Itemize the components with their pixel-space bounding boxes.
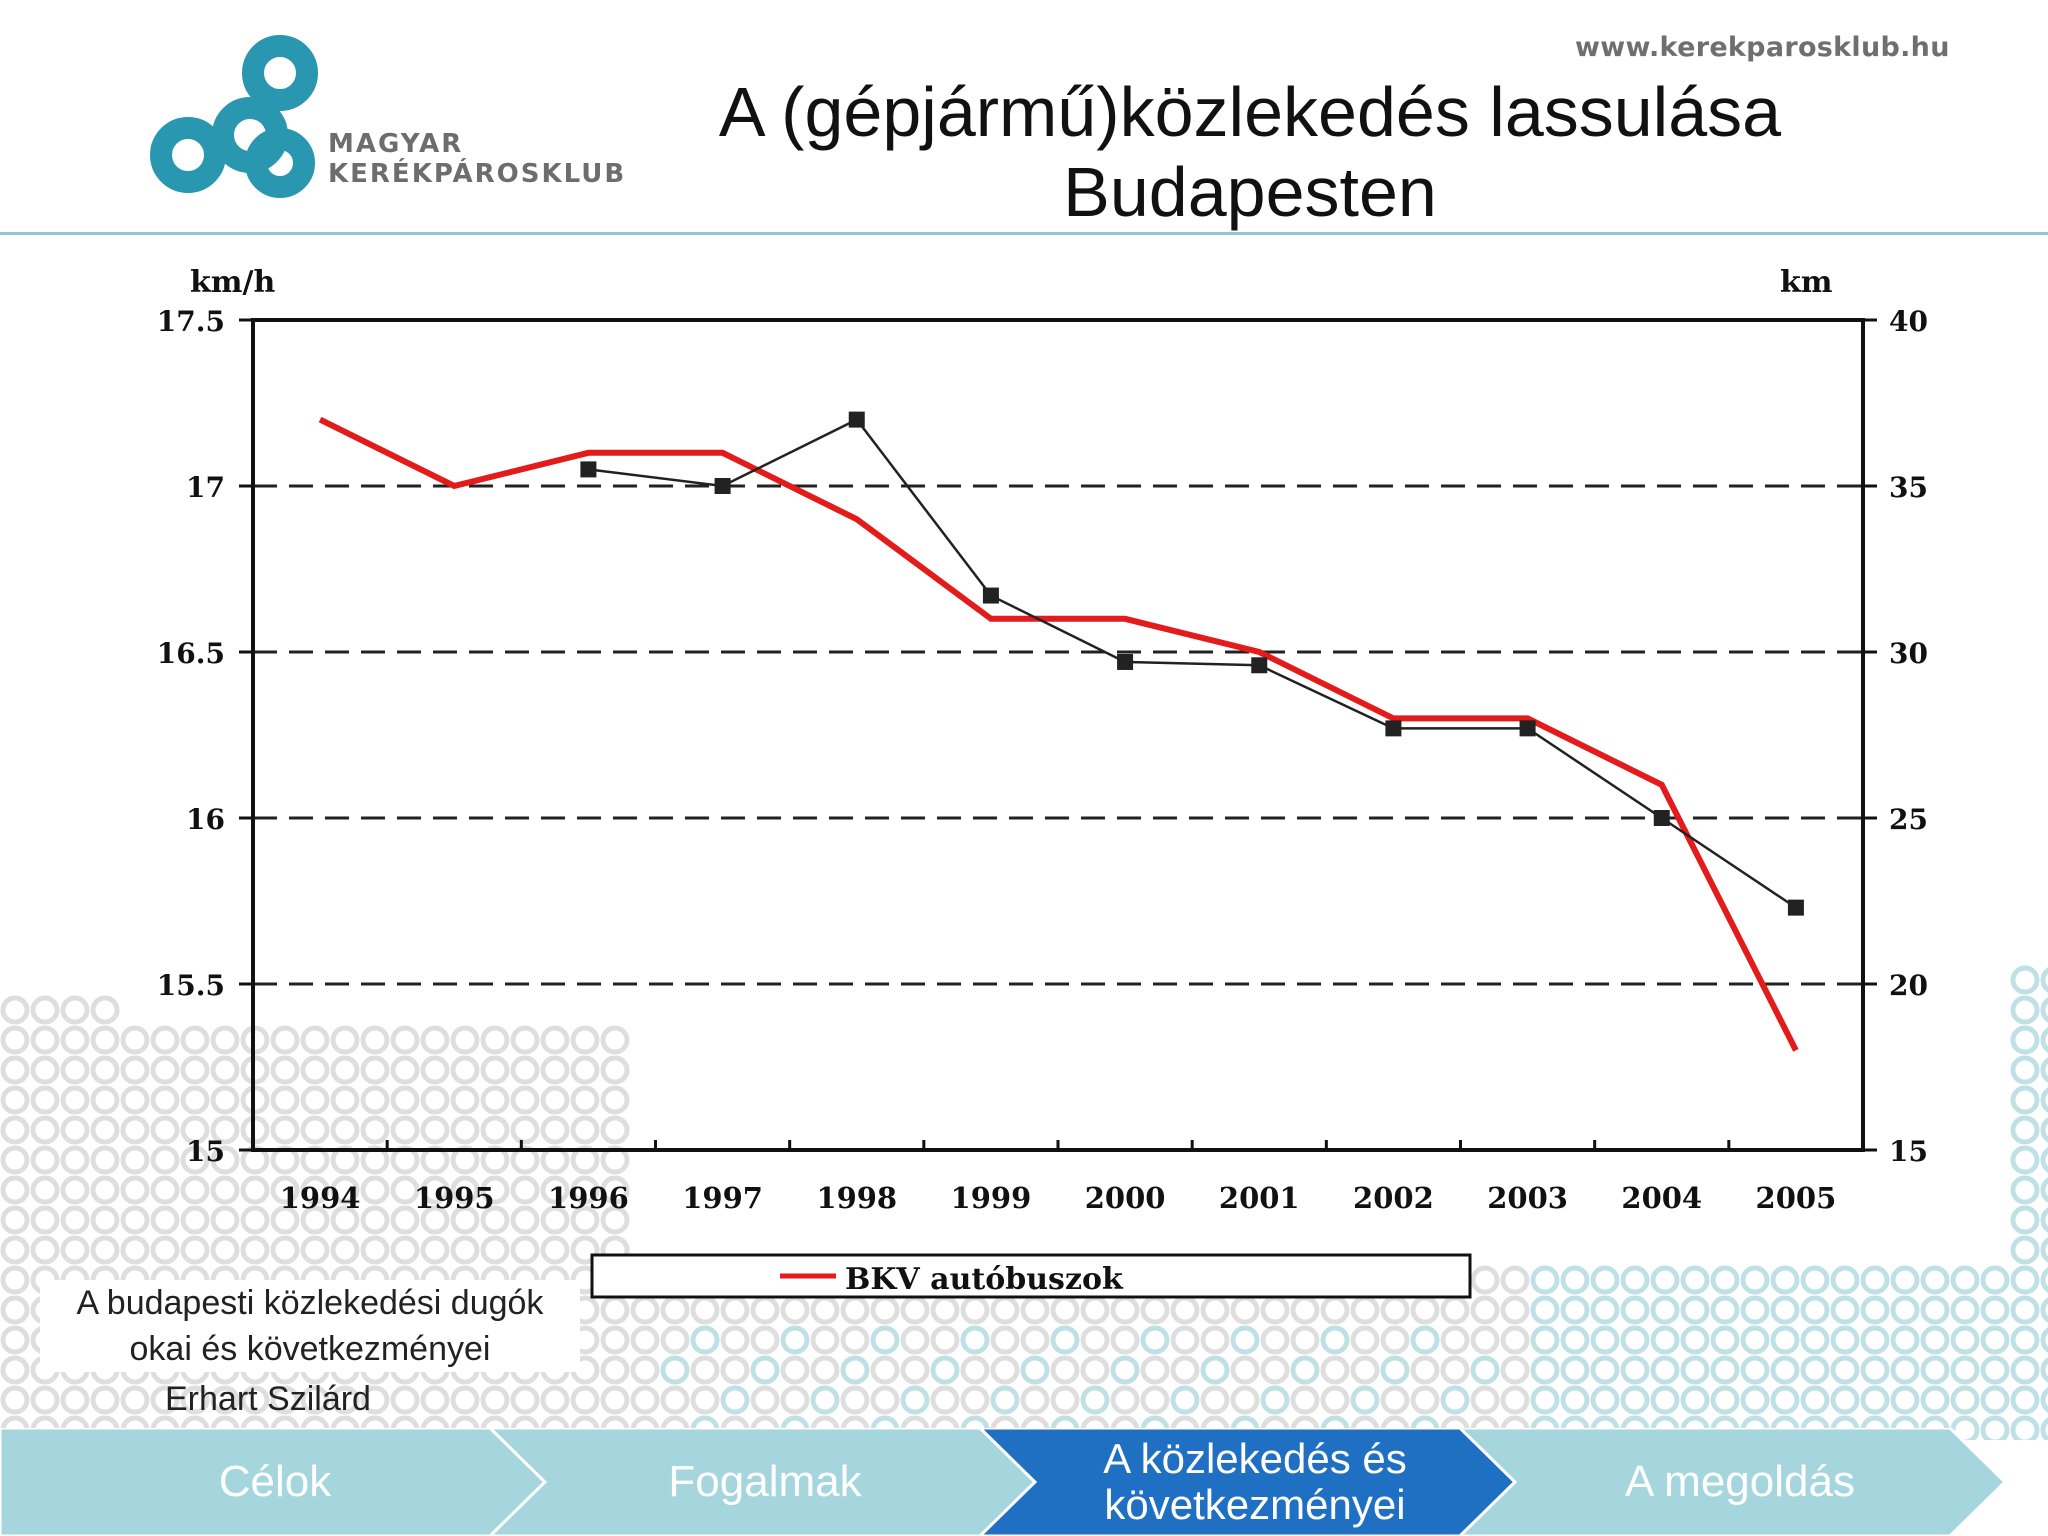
x-tick-label: 1998 (816, 1181, 897, 1215)
x-tick-label: 1997 (682, 1181, 763, 1215)
nav-item-kozlekedes[interactable]: A közlekedés és következményei (1103, 1435, 1407, 1528)
author-name: Erhart Szilárd (165, 1380, 371, 1418)
right-tick-label: 20 (1889, 969, 1928, 1002)
chart-tick-labels: 15 15.5 16 16.5 17 17.5 15 20 25 30 35 40 1994 1995 19… (157, 305, 1928, 1215)
right-tick-label: 40 (1889, 305, 1928, 338)
x-tick-label: 2001 (1219, 1181, 1300, 1215)
series-point-black (1519, 720, 1536, 737)
series-line-black (588, 418, 1797, 909)
left-tick-label: 15.5 (157, 969, 225, 1002)
source-caption: A budapesti közlekedési dugók okai és kö… (40, 1280, 580, 1372)
x-tick-label: 2005 (1756, 1181, 1837, 1215)
right-tick-label: 25 (1889, 803, 1928, 836)
x-tick-label: 2000 (1085, 1181, 1166, 1215)
nav-chevron-kozlekedes[interactable] (977, 1428, 1518, 1536)
series-point-black (982, 587, 999, 604)
x-tick-label: 1996 (548, 1181, 629, 1215)
page-title: A (gépjármű)közlekedés lassulása Budapes… (718, 73, 1782, 231)
right-tick-label: 30 (1889, 637, 1928, 670)
chart-series (318, 411, 1804, 1052)
left-axis-unit-label: km/h (190, 265, 275, 300)
logo-line1: MAGYAR (328, 129, 463, 159)
website-url: www.kerekparosklub.hu (1575, 32, 1950, 63)
x-tick-label: 2003 (1487, 1181, 1568, 1215)
logo: MAGYAR KERÉKPÁROSKLUB (150, 35, 626, 198)
x-tick-label: 1995 (414, 1181, 495, 1215)
nav-item-celok[interactable]: Célok (218, 1457, 332, 1506)
source-line-2: okai és következményei (129, 1330, 491, 1368)
series-point-black (1653, 810, 1670, 826)
series-point-black (1787, 899, 1804, 916)
chart-gridlines (253, 484, 1863, 986)
series-point-black (1117, 653, 1134, 670)
left-tick-label: 16.5 (157, 637, 225, 670)
chart-legend: BKV autóbuszok (590, 1253, 1472, 1299)
three-rings-logo-icon (150, 35, 318, 198)
x-tick-label: 1999 (951, 1181, 1032, 1215)
chart-plot-frame (251, 318, 1865, 1152)
nav-item-megoldas[interactable]: A megoldás (1625, 1457, 1855, 1506)
legend-entry-bkv: BKV autóbuszok (845, 1262, 1124, 1297)
nav-item-fogalmak[interactable]: Fogalmak (668, 1457, 862, 1506)
nav-chevron-megoldas[interactable] (1457, 1428, 2008, 1536)
series-line-bkv (318, 416, 1799, 1052)
section-navigation (0, 1428, 2008, 1536)
series-point-black (714, 478, 731, 494)
right-axis-unit-label: km (1780, 265, 1833, 300)
x-tick-label: 2004 (1621, 1181, 1702, 1215)
right-tick-label: 35 (1889, 471, 1928, 504)
series-point-black (848, 411, 865, 428)
series-point-black (1385, 720, 1402, 737)
logo-line2: KERÉKPÁROSKLUB (328, 157, 626, 189)
series-point-black (580, 461, 597, 478)
header-divider (0, 232, 2048, 235)
nav-chevron-fogalmak[interactable] (487, 1428, 1038, 1536)
left-tick-label: 15 (186, 1135, 225, 1168)
left-tick-label: 17.5 (157, 305, 225, 338)
series-point-black (1251, 657, 1268, 674)
speed-line-chart: km/h km 15 15.5 16 16.5 17 17.5 15 20 25 30 35 40 19… (157, 265, 1928, 1299)
x-tick-label: 1994 (280, 1181, 361, 1215)
left-tick-label: 16 (186, 803, 225, 836)
right-tick-label: 15 (1889, 1135, 1928, 1168)
x-tick-label: 2002 (1353, 1181, 1434, 1215)
left-tick-label: 17 (186, 471, 225, 504)
source-line-1: A budapesti közlekedési dugók (76, 1284, 544, 1322)
